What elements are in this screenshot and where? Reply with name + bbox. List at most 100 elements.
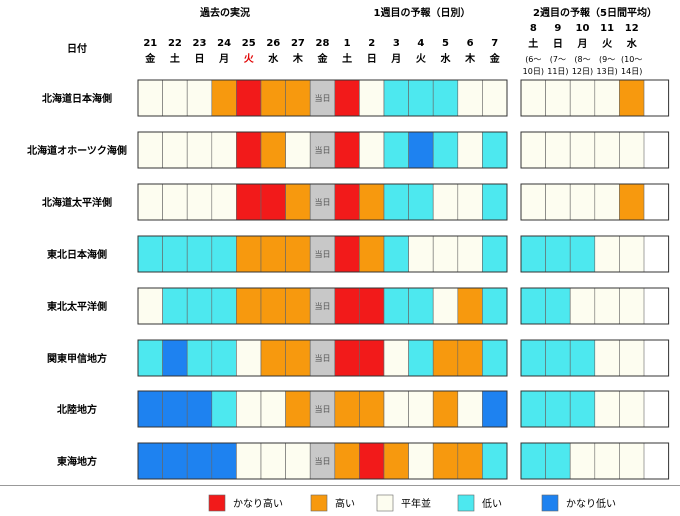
- column-range-end: 12日): [572, 67, 593, 76]
- column-weekday-label: 火: [416, 53, 427, 65]
- row-block-outline: [520, 79, 670, 117]
- heatmap-cell: [569, 390, 596, 428]
- heatmap-cell: [619, 390, 645, 428]
- heatmap-cell: [260, 390, 286, 428]
- heatmap-cell: [619, 287, 645, 325]
- today-cell-label: 当日: [315, 145, 331, 155]
- heatmap-cell: [285, 339, 311, 377]
- section-title-week2: 2週目の予報（5日間平均）: [533, 6, 657, 19]
- heatmap-cell: [162, 79, 188, 117]
- row-block-outline: [520, 131, 670, 169]
- heatmap-cell: [594, 235, 620, 273]
- heatmap-cell: [334, 79, 360, 117]
- column-day-label: 24: [217, 38, 231, 49]
- today-cell-label: 当日: [315, 353, 331, 363]
- column-weekday-label: 火: [244, 53, 255, 65]
- heatmap-cell: [432, 442, 459, 480]
- heatmap-cell: [137, 339, 163, 377]
- heatmap-cell: [236, 131, 262, 169]
- column-weekday-label: 月: [390, 53, 401, 65]
- heatmap-cell: [285, 287, 311, 325]
- heatmap-cell: [482, 390, 508, 428]
- heatmap-cell: [619, 442, 645, 480]
- heatmap-cell: [520, 442, 546, 480]
- column-weekday-label: 土: [170, 52, 180, 65]
- heatmap-cell: [383, 183, 409, 221]
- legend-label: かなり高い: [233, 497, 283, 510]
- column-weekday-label: 木: [464, 52, 476, 65]
- heatmap-cell: [619, 79, 645, 117]
- heatmap-cell: [383, 79, 409, 117]
- heatmap-cell: [162, 131, 188, 169]
- heatmap-cell: [594, 442, 620, 480]
- heatmap-cell: [137, 442, 163, 480]
- heatmap-cell: [260, 79, 286, 117]
- heatmap-cell: [309, 339, 336, 377]
- column-weekday-label: 木: [292, 52, 304, 65]
- column-weekday-label: 水: [626, 37, 638, 50]
- column-day-label: 21: [143, 38, 157, 49]
- heatmap-cell: [594, 390, 620, 428]
- legend-swatch: [208, 494, 226, 512]
- column-weekday-label: 日: [367, 53, 377, 65]
- heatmap-cell: [594, 287, 620, 325]
- heatmap-cell: [545, 79, 571, 117]
- column-range-start: (9～: [599, 55, 615, 64]
- column-weekday-label: 水: [267, 52, 279, 65]
- heatmap-cell: [383, 235, 409, 273]
- column-weekday-label: 金: [489, 52, 501, 65]
- heatmap-cell: [569, 339, 596, 377]
- heatmap-cell: [432, 339, 459, 377]
- today-cell-label: 当日: [315, 301, 331, 311]
- column-day-label: 3: [393, 38, 400, 49]
- column-day-label: 6: [467, 38, 474, 49]
- row-block-outline: [137, 131, 508, 169]
- region-label: 北海道オホーツク海側: [27, 144, 127, 157]
- column-day-label: 10: [576, 23, 590, 34]
- today-cell-label: 当日: [315, 456, 331, 466]
- heatmap-cell: [432, 287, 459, 325]
- column-day-label: 7: [491, 38, 498, 49]
- row-block-outline: [137, 339, 508, 377]
- heatmap-cell: [457, 131, 483, 169]
- heatmap-cell: [432, 131, 459, 169]
- heatmap-cell: [162, 339, 188, 377]
- section-title-week1: 1週目の予報（日別）: [374, 6, 471, 19]
- heatmap-cell: [260, 131, 286, 169]
- heatmap-cell: [482, 235, 508, 273]
- column-weekday-label: 金: [317, 52, 329, 65]
- heatmap-cell: [383, 390, 409, 428]
- heatmap-cell: [236, 235, 262, 273]
- heatmap-cell: [162, 287, 188, 325]
- heatmap-cell: [260, 287, 286, 325]
- heatmap-cell: [285, 183, 311, 221]
- column-day-label: 9: [554, 23, 561, 34]
- row-block-outline: [520, 339, 670, 377]
- heatmap-cell: [285, 79, 311, 117]
- column-day-label: 4: [417, 38, 424, 49]
- heatmap-cell: [545, 131, 571, 169]
- heatmap-cell: [334, 287, 360, 325]
- row-block-outline: [520, 442, 670, 480]
- heatmap-cell: [520, 235, 546, 273]
- heatmap-cell: [545, 339, 571, 377]
- heatmap-cell: [482, 287, 508, 325]
- heatmap-cell: [482, 79, 508, 117]
- heatmap-cell: [408, 79, 434, 117]
- heatmap-cell: [569, 183, 596, 221]
- heatmap-cell: [359, 79, 385, 117]
- heatmap-cell: [619, 235, 645, 273]
- heatmap-cell: [211, 442, 237, 480]
- column-range-end: 14日): [621, 67, 642, 76]
- row-block-outline: [520, 287, 670, 325]
- heatmap-cell: [186, 287, 213, 325]
- row-block-outline: [137, 390, 508, 428]
- column-day-label: 11: [600, 23, 614, 34]
- column-weekday-label: 月: [577, 38, 588, 50]
- region-label: 北海道太平洋側: [42, 196, 112, 209]
- heatmap-cell: [285, 235, 311, 273]
- heatmap-cell: [408, 390, 434, 428]
- column-weekday-label: 土: [528, 37, 538, 50]
- heatmap-cell: [285, 390, 311, 428]
